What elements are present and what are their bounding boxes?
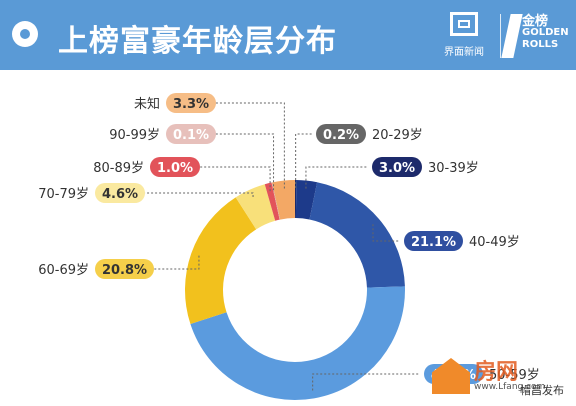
leader-line-未知	[174, 102, 285, 189]
value-label-30-39岁: 3.0%	[379, 161, 415, 176]
leader-line-90-99岁	[174, 133, 275, 191]
page-title: 上榜富豪年龄层分布	[58, 24, 337, 59]
value-pill-60-69岁	[95, 259, 154, 279]
watermark-news: 帽昌发布	[520, 384, 564, 397]
watermark-url: www.Lfang.com	[474, 382, 546, 392]
donut-slice-80-89岁	[264, 182, 280, 221]
category-label-50-59岁: 50-59岁	[489, 368, 540, 383]
value-label-未知: 3.3%	[173, 97, 209, 112]
category-label-90-99岁: 90-99岁	[109, 128, 160, 143]
value-pill-20-29岁	[316, 124, 366, 144]
donut-slice-20-29岁	[295, 180, 297, 219]
donut-slice-未知	[272, 180, 295, 220]
house-logo-icon	[432, 358, 470, 394]
donut-slice-60-69岁	[184, 197, 257, 325]
jiemian-logo-text: 界面新闻	[444, 47, 484, 58]
donut-slice-30-39岁	[295, 180, 318, 220]
value-pill-40-49岁	[404, 231, 463, 251]
donut-slice-90-99岁	[271, 182, 281, 220]
leader-line-50-59岁	[312, 373, 420, 391]
category-label-80-89岁: 80-89岁	[93, 161, 144, 176]
leader-line-70-79岁	[103, 192, 254, 198]
leader-line-20-29岁	[295, 133, 312, 189]
watermark: 房网 www.Lfang.com 帽昌发布	[430, 352, 576, 406]
value-pill-70-79岁	[95, 183, 145, 203]
value-label-70-79岁: 4.6%	[102, 187, 138, 202]
value-pill-30-39岁	[372, 157, 422, 177]
value-label-60-69岁: 20.8%	[102, 263, 147, 278]
category-label-40-49岁: 40-49岁	[469, 235, 520, 250]
watermark-text: 房网	[474, 360, 519, 385]
value-label-40-49岁: 21.1%	[411, 235, 456, 250]
value-pill-80-89岁	[150, 157, 200, 177]
slice-labels: 0.2%20-29岁3.0%30-39岁21.1%40-49岁45.2%50-5…	[38, 93, 540, 384]
donut-slices	[184, 180, 405, 400]
category-label-70-79岁: 70-79岁	[38, 187, 89, 202]
header-bar: 上榜富豪年龄层分布 界面新闻 金榜 GOLDEN ROLLS	[0, 0, 576, 70]
jiemian-logo-icon	[450, 12, 478, 36]
leader-line-30-39岁	[305, 166, 368, 189]
value-label-90-99岁: 0.1%	[173, 128, 209, 143]
value-label-20-29岁: 0.2%	[323, 128, 359, 143]
donut-slice-40-49岁	[309, 182, 405, 288]
donut-slice-70-79岁	[235, 184, 276, 230]
category-label-未知: 未知	[134, 96, 160, 112]
ring-icon	[12, 21, 38, 47]
donut-slice-50-59岁	[190, 286, 405, 400]
logo-divider	[500, 14, 501, 58]
jiemian-logo: 界面新闻	[434, 10, 494, 62]
category-label-60-69岁: 60-69岁	[38, 263, 89, 278]
category-label-30-39岁: 30-39岁	[428, 161, 479, 176]
value-label-80-89岁: 1.0%	[157, 161, 193, 176]
value-pill-未知	[166, 93, 216, 113]
leader-line-80-89岁	[158, 166, 271, 192]
category-label-20-29岁: 20-29岁	[372, 128, 423, 143]
value-pill-90-99岁	[166, 124, 216, 144]
leader-line-40-49岁	[372, 224, 400, 242]
golden-rolls-logo-cn: 金榜	[522, 14, 549, 29]
golden-rolls-logo-en: GOLDEN ROLLS	[522, 27, 569, 50]
